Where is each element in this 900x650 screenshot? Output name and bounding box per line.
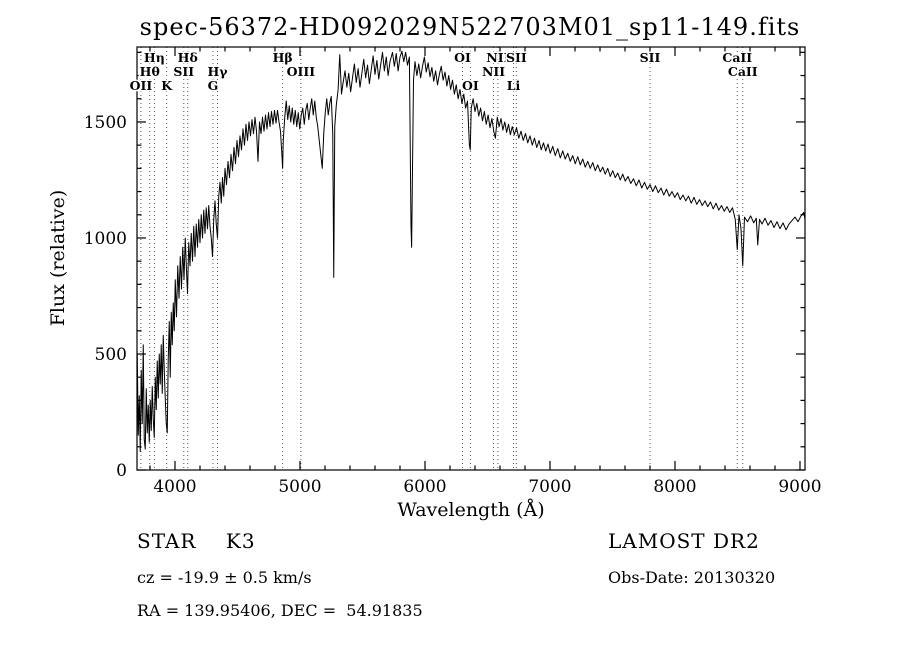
- y-tick-label: 1500: [84, 113, 127, 133]
- y-axis-label: Flux (relative): [47, 189, 69, 327]
- y-tick-label: 500: [95, 345, 127, 365]
- x-tick-label: 5000: [278, 477, 321, 497]
- spectral-line-label: OI: [462, 78, 479, 93]
- x-tick-label: 6000: [403, 477, 446, 497]
- cz-text: cz = -19.9 ± 0.5 km/s: [137, 568, 312, 587]
- spectral-line-label: CaII: [728, 64, 758, 79]
- spectral-line-label: OI: [454, 50, 471, 65]
- spectral-line-label: Li: [507, 78, 521, 93]
- tick-labels: 4000 5000 6000 7000 8000 9000 0 500 1000 1500: [84, 113, 822, 497]
- object-type-text: STAR K3: [137, 529, 256, 553]
- spectral-line-label: OIII: [287, 64, 316, 79]
- spectral-line-label: Hβ: [273, 50, 293, 65]
- spectral-line-label: Hθ: [140, 64, 160, 79]
- spectral-line-label: Hη: [144, 50, 165, 65]
- y-tick-label: 1000: [84, 229, 127, 249]
- survey-text: LAMOST DR2: [608, 529, 760, 553]
- obs-date-text: Obs-Date: 20130320: [608, 568, 776, 587]
- x-tick-label: 4000: [153, 477, 196, 497]
- plot-title: spec-56372-HD092029N522703M01_sp11-149.f…: [139, 13, 801, 41]
- spectral-line-label: NII: [482, 64, 505, 79]
- spectral-line-label: CaII: [722, 50, 752, 65]
- spectrum-trace: [137, 50, 805, 452]
- spectral-line-label: G: [208, 78, 219, 93]
- spectral-line-label: SII: [640, 50, 661, 65]
- ra-dec-text: RA = 139.95406, DEC = 54.91835: [137, 601, 423, 620]
- spectral-line-label: Hδ: [178, 50, 198, 65]
- x-tick-label: 7000: [528, 477, 571, 497]
- spectral-line-label: Hγ: [207, 64, 228, 79]
- y-tick-label: 0: [116, 461, 127, 481]
- x-tick-label: 9000: [778, 477, 821, 497]
- spectral-line-label: SII: [173, 64, 194, 79]
- spectral-line-label: SII: [506, 50, 527, 65]
- spectral-line-label: K: [161, 78, 173, 93]
- spectral-line-label: OII: [130, 78, 153, 93]
- x-axis-label: Wavelength (Å): [397, 499, 545, 521]
- axes: [136, 46, 806, 471]
- x-tick-label: 8000: [653, 477, 696, 497]
- spectral-line-markers: [140, 47, 744, 470]
- spectral-line-label: NII: [486, 50, 509, 65]
